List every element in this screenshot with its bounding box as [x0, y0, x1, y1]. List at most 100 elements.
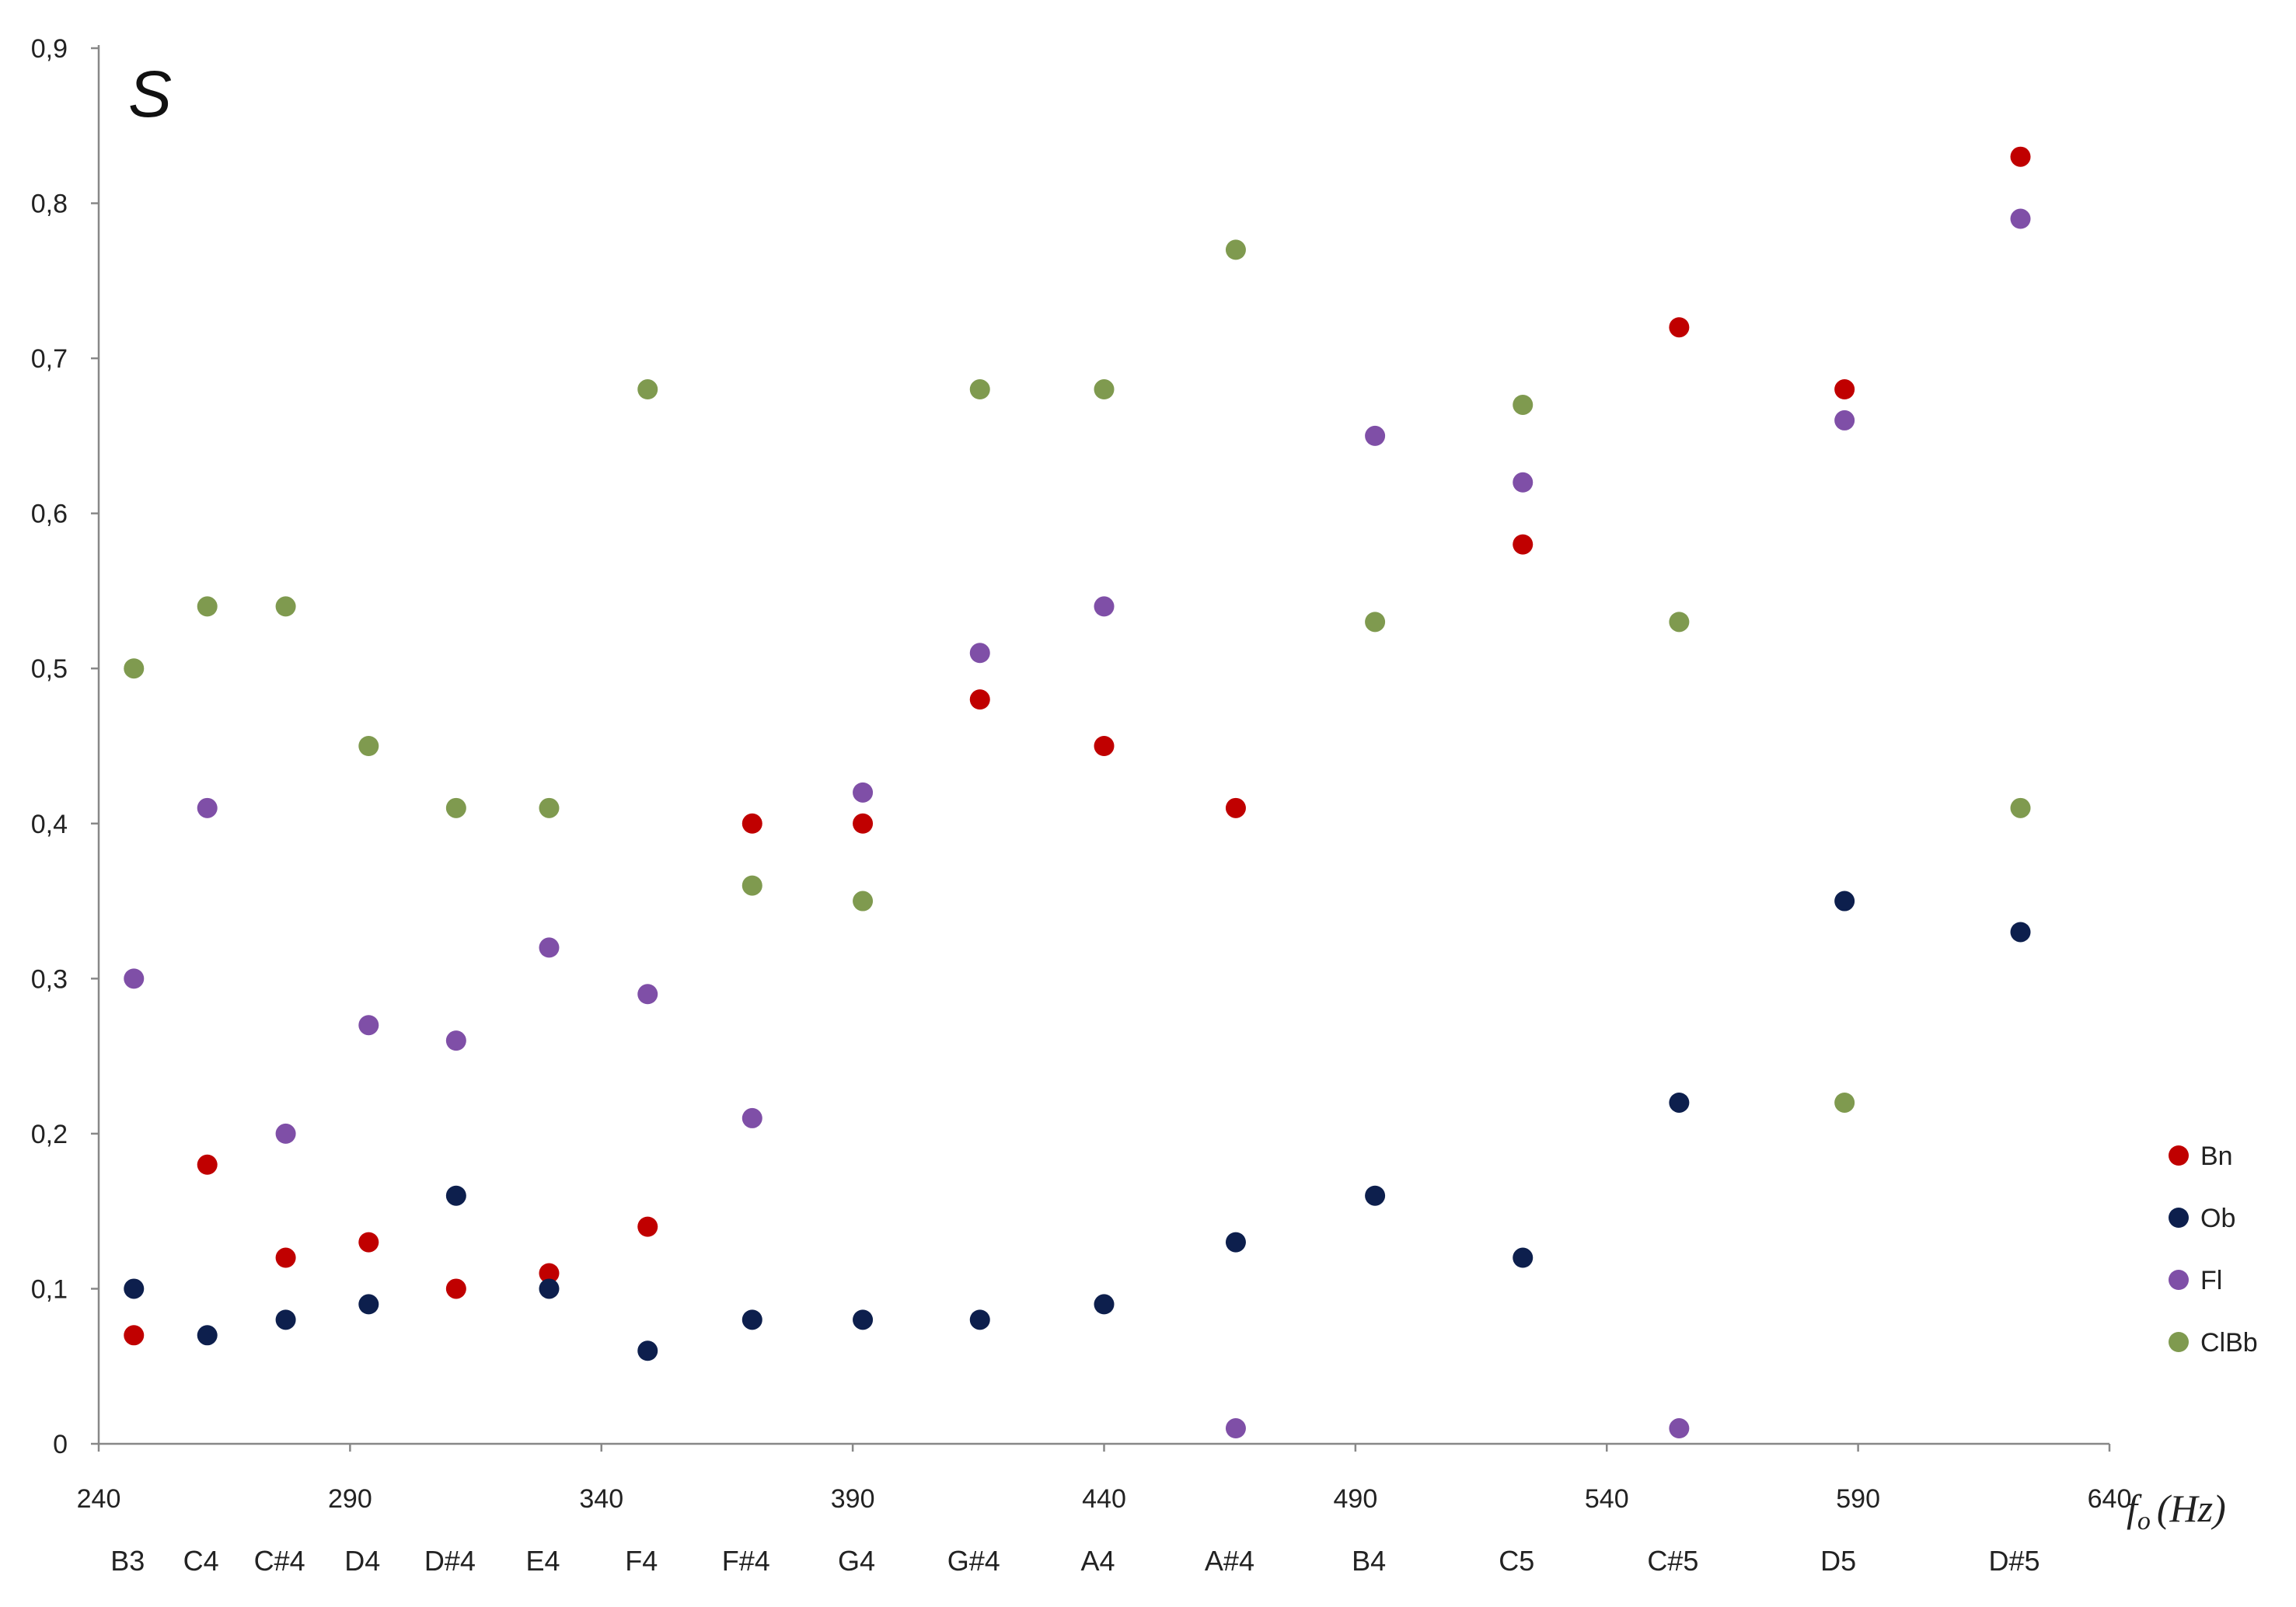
data-point — [1513, 1247, 1534, 1268]
data-point — [1834, 410, 1855, 431]
data-point — [539, 1263, 560, 1284]
data-point — [1225, 797, 1246, 818]
note-label: G4 — [838, 1545, 875, 1577]
data-point — [2010, 146, 2031, 167]
data-point — [445, 1030, 466, 1051]
data-point — [275, 1309, 296, 1330]
data-point — [539, 797, 560, 818]
data-point — [1365, 612, 1386, 633]
note-label: D#4 — [424, 1545, 476, 1577]
data-point — [275, 596, 296, 617]
data-point — [197, 596, 218, 617]
data-point — [1513, 472, 1534, 493]
data-point — [124, 1325, 145, 1346]
data-point — [637, 379, 658, 400]
panel-title: S — [128, 58, 172, 131]
axes-layer — [91, 45, 2111, 1452]
data-point — [637, 984, 658, 1005]
y-tick-label: 0,2 — [31, 1120, 68, 1149]
data-point — [358, 1294, 379, 1315]
data-point — [1834, 891, 1855, 912]
data-point — [197, 1325, 218, 1346]
y-tick-label: 0,6 — [31, 500, 68, 529]
note-label: D#5 — [1989, 1545, 2040, 1577]
data-point — [637, 1216, 658, 1237]
y-tick-label: 0,5 — [31, 654, 68, 684]
data-point — [1094, 379, 1115, 400]
data-point — [275, 1123, 296, 1144]
note-label: F4 — [625, 1545, 658, 1577]
legend-marker — [2169, 1332, 2189, 1352]
legend-item-clbb: ClBb — [2169, 1328, 2258, 1358]
data-point — [1513, 394, 1534, 415]
legend-label: Fl — [2200, 1266, 2222, 1295]
data-point — [197, 1154, 218, 1175]
y-tick-label: 0,9 — [31, 34, 68, 64]
series-bn — [124, 146, 2031, 1346]
data-point — [741, 813, 762, 834]
data-point — [2010, 922, 2031, 943]
legend-label: ClBb — [2200, 1328, 2258, 1358]
data-point — [2010, 797, 2031, 818]
note-label: C5 — [1499, 1545, 1534, 1577]
data-point — [853, 891, 874, 912]
x-axis-title-subscript: o — [2137, 1507, 2151, 1536]
data-point — [539, 1278, 560, 1299]
note-label: A#4 — [1205, 1545, 1254, 1577]
data-point — [358, 1232, 379, 1253]
data-point — [2010, 208, 2031, 229]
y-tick-label: 0 — [53, 1430, 68, 1459]
y-tick-label: 0,4 — [31, 810, 68, 839]
data-point — [1834, 379, 1855, 400]
x-tick-label: 240 — [77, 1484, 121, 1514]
data-point — [445, 1278, 466, 1299]
data-point — [1094, 596, 1115, 617]
data-point — [124, 658, 145, 679]
data-point — [124, 968, 145, 989]
series-clbb — [124, 239, 2031, 1113]
note-label: G#4 — [947, 1545, 1000, 1577]
x-tick-label: 490 — [1334, 1484, 1378, 1514]
x-tick-label: 640 — [2088, 1484, 2132, 1514]
note-label: A4 — [1080, 1545, 1115, 1577]
data-point — [969, 689, 990, 710]
data-point — [124, 1278, 145, 1299]
legend-label: Ob — [2200, 1204, 2235, 1233]
y-tick-label: 0,3 — [31, 964, 68, 994]
legend-item-bn: Bn — [2169, 1142, 2233, 1171]
points-layer — [124, 146, 2031, 1439]
legend-marker — [2169, 1270, 2189, 1290]
note-label: B4 — [1352, 1545, 1386, 1577]
note-label: C#4 — [254, 1545, 305, 1577]
data-point — [969, 1309, 990, 1330]
series-ob — [124, 891, 2031, 1361]
x-tick-label: 440 — [1082, 1484, 1126, 1514]
x-tick-label: 540 — [1585, 1484, 1629, 1514]
x-tick-label: 390 — [831, 1484, 875, 1514]
data-point — [1669, 1092, 1690, 1113]
note-label: D4 — [344, 1545, 380, 1577]
data-point — [1225, 1418, 1246, 1439]
y-tick-label: 0,7 — [31, 344, 68, 374]
x-tick-label: 590 — [1836, 1484, 1880, 1514]
data-point — [853, 1309, 874, 1330]
note-label: E4 — [525, 1545, 560, 1577]
data-point — [1365, 1185, 1386, 1206]
data-point — [358, 736, 379, 756]
data-point — [1669, 1418, 1690, 1439]
legend-marker — [2169, 1208, 2189, 1228]
data-point — [1669, 317, 1690, 338]
legend-item-fl: Fl — [2169, 1266, 2222, 1295]
data-point — [197, 797, 218, 818]
data-point — [969, 643, 990, 664]
data-point — [539, 937, 560, 958]
y-tick-label: 0,1 — [31, 1274, 68, 1304]
labels-layer: 0 0,1 0,2 0,3 0,4 0,5 0,6 0,7 0,8 0,9 240 290 340 390… — [31, 34, 2132, 1577]
series-fl — [124, 208, 2031, 1439]
data-point — [1365, 425, 1386, 446]
x-axis-title-unit: (Hz) — [2157, 1487, 2226, 1530]
x-tick-label: 340 — [579, 1484, 623, 1514]
data-point — [741, 1107, 762, 1128]
